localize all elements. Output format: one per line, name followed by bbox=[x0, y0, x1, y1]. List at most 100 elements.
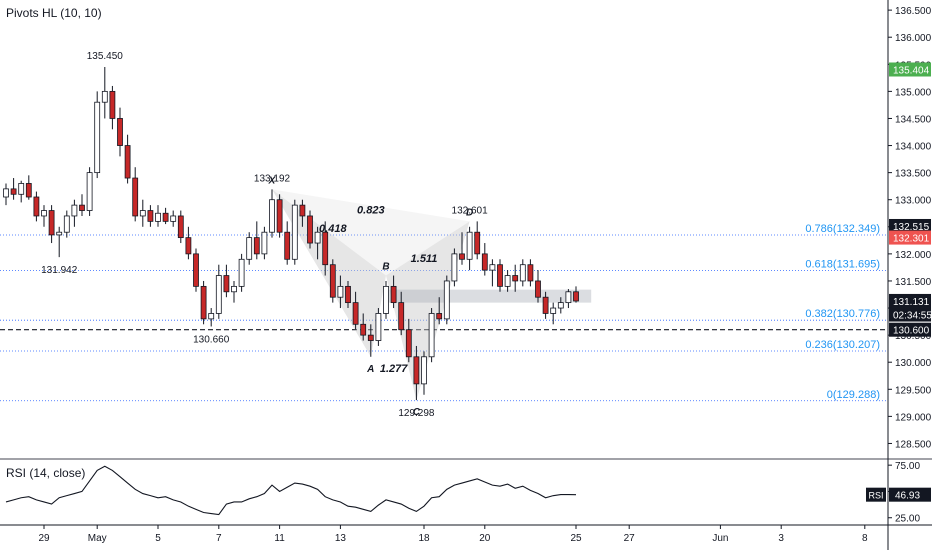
candle bbox=[94, 91, 101, 179]
candle bbox=[337, 275, 344, 309]
candle-body bbox=[367, 334, 374, 341]
candle-body bbox=[299, 204, 306, 217]
price-tick-label: 129.000 bbox=[895, 412, 932, 423]
candle-body bbox=[504, 275, 511, 287]
candle bbox=[48, 205, 55, 244]
candle bbox=[466, 226, 473, 271]
price-badge bbox=[889, 322, 931, 337]
candle bbox=[512, 264, 519, 292]
candle bbox=[352, 291, 359, 330]
candle-body bbox=[459, 253, 465, 260]
candle bbox=[535, 270, 541, 303]
candle bbox=[124, 134, 131, 184]
fibonacci-levels: 0.786(132.349) 0.618(131.695) 0.382(130.77… bbox=[0, 223, 888, 402]
price-tick-label: 135.000 bbox=[895, 87, 932, 98]
pivot-label: 133.192 bbox=[254, 173, 291, 184]
candle bbox=[132, 167, 139, 222]
price-badge-text: 135.404 bbox=[893, 65, 930, 76]
candle bbox=[329, 259, 336, 303]
pivot-label: 131.942 bbox=[41, 265, 78, 276]
candle-body bbox=[48, 210, 55, 236]
price-tick-label: 133.000 bbox=[895, 196, 932, 207]
candle-body bbox=[185, 237, 192, 255]
candle bbox=[390, 275, 397, 309]
rsi-title[interactable]: RSI (14, close) bbox=[6, 466, 86, 480]
fib-label: 0(129.288) bbox=[827, 389, 880, 401]
candle-body bbox=[215, 275, 222, 314]
candle bbox=[565, 289, 572, 309]
candle-body bbox=[329, 264, 336, 298]
candle-body bbox=[25, 183, 32, 198]
pivot-label: 129.298 bbox=[398, 408, 435, 419]
candle-body bbox=[375, 313, 382, 341]
fib-label: 0.236(130.207) bbox=[805, 339, 880, 351]
candle bbox=[269, 189, 275, 238]
price-tick-label: 129.500 bbox=[895, 385, 932, 396]
candle-body bbox=[383, 285, 389, 314]
candle-body bbox=[466, 231, 473, 260]
candle bbox=[177, 210, 184, 244]
candle bbox=[550, 302, 557, 325]
candle bbox=[86, 167, 93, 216]
price-tick-label: 133.500 bbox=[895, 169, 932, 180]
candle-body bbox=[101, 90, 108, 103]
candle bbox=[18, 180, 25, 203]
candle bbox=[284, 221, 291, 265]
price-tick-label: 134.500 bbox=[895, 114, 932, 125]
candle bbox=[291, 199, 298, 265]
price-badge bbox=[889, 293, 931, 308]
price-tick-label: 128.500 bbox=[895, 439, 932, 450]
candle-body bbox=[208, 313, 215, 320]
candle-body bbox=[489, 264, 496, 271]
indicator-title[interactable]: Pivots HL (10, 10) bbox=[6, 6, 102, 20]
time-axis[interactable]: 29 May 5 7 11 13 18 20 25 27 Jun 3 8 bbox=[38, 525, 868, 544]
fib-label: 0.382(130.776) bbox=[805, 308, 880, 320]
candle-body bbox=[10, 188, 17, 195]
rsi-value-badge-text: 46.93 bbox=[895, 491, 920, 502]
rsi-value-badge bbox=[889, 487, 931, 502]
candle bbox=[557, 297, 564, 314]
price-badge bbox=[889, 62, 931, 77]
candle-body bbox=[94, 101, 101, 174]
candle-body bbox=[314, 231, 321, 244]
candle-body bbox=[18, 183, 25, 195]
candle bbox=[231, 280, 237, 303]
candle bbox=[504, 270, 511, 292]
candle bbox=[109, 85, 116, 130]
candle-body bbox=[33, 196, 40, 217]
candle bbox=[451, 248, 458, 287]
rsi-name-badge-text: RSI bbox=[868, 491, 883, 501]
rsi-line bbox=[5, 465, 577, 516]
candle-body bbox=[345, 285, 351, 304]
candle-body bbox=[550, 307, 557, 314]
candle bbox=[519, 259, 526, 287]
candle bbox=[413, 345, 420, 401]
pattern-point-label: C bbox=[413, 407, 421, 418]
candle-body bbox=[421, 356, 427, 385]
candle bbox=[398, 291, 405, 336]
candle-body bbox=[79, 204, 85, 211]
time-tick-label: 3 bbox=[778, 533, 784, 544]
candle-body bbox=[238, 258, 245, 287]
candle bbox=[345, 280, 351, 309]
candle-body bbox=[117, 118, 123, 146]
fib-label: 0.618(131.695) bbox=[805, 258, 880, 270]
time-tick-label: 25 bbox=[570, 533, 582, 544]
candle bbox=[261, 226, 268, 260]
candle bbox=[299, 199, 306, 227]
candle bbox=[71, 199, 78, 227]
price-badge bbox=[889, 218, 931, 233]
candle-body bbox=[56, 231, 63, 236]
candle-body bbox=[352, 302, 359, 325]
pivot-label: 132.601 bbox=[452, 205, 489, 216]
candle bbox=[253, 221, 260, 260]
pattern-triangle-xbd bbox=[272, 189, 470, 276]
candle-body bbox=[443, 280, 450, 320]
price-tick-label: 136.500 bbox=[895, 6, 932, 17]
candle bbox=[307, 210, 313, 249]
candle bbox=[41, 205, 47, 227]
pivot-labels: 135.450 131.942 130.660 133.192 132.601 129.2… bbox=[41, 51, 488, 419]
candle bbox=[428, 308, 435, 363]
